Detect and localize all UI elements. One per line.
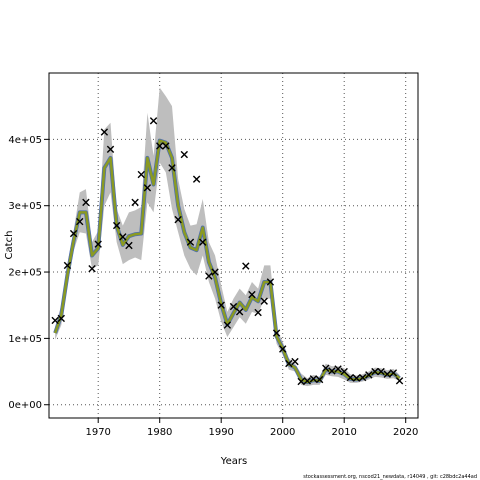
observed-point (149, 117, 158, 125)
x-tick-label: 2010 (331, 427, 356, 438)
observed-point (328, 367, 336, 375)
x-tick-label: 2020 (393, 427, 418, 438)
observed-point (119, 233, 127, 241)
x-tick-label: 1970 (85, 427, 110, 438)
confidence-band (55, 87, 400, 387)
observed-point (309, 375, 318, 383)
observed-point (162, 142, 170, 150)
observed-point (217, 301, 225, 309)
observed-point (358, 373, 367, 382)
observed-point (223, 321, 232, 329)
y-tick-label: 0e+00 (8, 400, 42, 411)
x-axis-title: Years (220, 456, 247, 467)
observed-point (174, 215, 182, 224)
y-tick-label: 1e+05 (8, 334, 42, 345)
y-tick-label: 3e+05 (8, 201, 42, 212)
observed-point (156, 142, 164, 150)
observed-point (346, 373, 355, 382)
observed-point (248, 290, 256, 299)
plot-frame (48, 72, 419, 419)
observed-point (340, 367, 348, 376)
observed-point (291, 357, 299, 366)
observed-point (377, 367, 385, 376)
x-axis-ticks: 1970 1980 1990 2000 2010 2020 (85, 418, 418, 438)
observed-catch-points (51, 117, 404, 386)
observed-point (51, 316, 59, 325)
observed-point (125, 241, 133, 250)
observed-point (180, 150, 188, 159)
observed-point (266, 278, 275, 286)
confidence-band-layer (55, 87, 400, 387)
observed-point (365, 371, 373, 379)
observed-point (94, 240, 102, 248)
observed-point (254, 308, 262, 317)
observed-point (285, 359, 293, 368)
observed-point (168, 164, 176, 172)
observed-point (371, 367, 379, 376)
observed-point (352, 374, 361, 382)
observed-point (100, 128, 109, 136)
observed-point (322, 364, 330, 372)
observed-point (211, 268, 219, 276)
observed-point (137, 170, 145, 179)
observed-point (88, 265, 96, 273)
observed-point (143, 184, 152, 192)
observed-point (297, 377, 305, 386)
observed-point (57, 314, 65, 323)
observed-point (334, 365, 342, 373)
observed-point (235, 308, 244, 316)
observed-point (63, 261, 72, 270)
observed-point (389, 369, 398, 377)
observed-point (192, 175, 201, 183)
observed-point (131, 198, 139, 207)
observed-point (272, 329, 281, 337)
observed-point (205, 272, 213, 280)
observed-point (303, 377, 311, 385)
observed-point (383, 370, 391, 378)
x-tick-label: 1980 (147, 427, 172, 438)
observed-point (260, 297, 268, 305)
observed-point (229, 302, 238, 311)
observed-point (199, 238, 207, 246)
y-tick-label: 2e+05 (8, 268, 42, 279)
footer-note: stockassessment.org, nscod21_newdata, r1… (303, 474, 477, 480)
observed-point (76, 217, 84, 226)
x-tick-label: 2000 (270, 427, 295, 438)
observed-point (315, 375, 324, 384)
grid-lines (49, 73, 418, 418)
y-axis-ticks: 0e+00 1e+05 2e+05 3e+05 4e+05 (8, 135, 49, 411)
observed-point (186, 238, 195, 246)
observed-point (106, 145, 115, 153)
observed-point (242, 262, 250, 270)
y-axis-title: Catch (4, 231, 15, 260)
observed-point (279, 345, 287, 353)
observed-point (395, 377, 404, 385)
observed-point (82, 198, 90, 207)
y-tick-label: 4e+05 (8, 135, 42, 146)
observed-point (112, 221, 121, 230)
observed-point (69, 229, 78, 238)
x-tick-label: 1990 (208, 427, 233, 438)
